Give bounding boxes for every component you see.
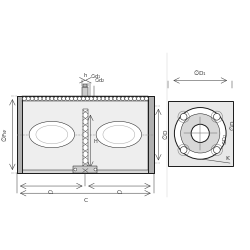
Circle shape (214, 114, 220, 120)
Circle shape (50, 97, 54, 100)
Circle shape (129, 97, 132, 100)
Text: $\emptyset$D$_2$: $\emptyset$D$_2$ (221, 133, 230, 145)
Ellipse shape (96, 122, 142, 148)
Text: C₁: C₁ (116, 190, 123, 194)
Circle shape (86, 97, 89, 100)
Circle shape (121, 97, 125, 100)
Text: $\emptyset$F$_W$: $\emptyset$F$_W$ (0, 127, 10, 142)
Circle shape (70, 97, 73, 100)
Text: h: h (84, 73, 87, 78)
Text: K: K (225, 156, 229, 161)
Circle shape (66, 97, 70, 100)
Circle shape (38, 97, 42, 100)
Circle shape (180, 114, 187, 120)
Circle shape (191, 124, 209, 142)
Circle shape (82, 97, 85, 100)
Text: C: C (83, 198, 87, 202)
Circle shape (180, 146, 187, 153)
Text: $\emptyset$d$_2$: $\emptyset$d$_2$ (94, 76, 106, 84)
Bar (83, 110, 88, 173)
Text: $\emptyset$D: $\emptyset$D (161, 129, 170, 140)
Circle shape (125, 97, 128, 100)
Ellipse shape (36, 125, 68, 144)
Circle shape (42, 97, 46, 100)
Circle shape (180, 114, 220, 153)
Text: H: H (93, 139, 97, 144)
Circle shape (74, 168, 77, 171)
Bar (22, 98, 148, 170)
Text: $\emptyset$D: $\emptyset$D (228, 120, 237, 131)
Bar (82, 87, 88, 96)
Circle shape (26, 97, 30, 100)
Circle shape (62, 97, 66, 100)
Bar (17, 96, 22, 173)
Circle shape (214, 146, 220, 153)
Text: $\emptyset$d$_1$: $\emptyset$d$_1$ (90, 72, 102, 82)
Circle shape (78, 97, 81, 100)
Circle shape (22, 97, 26, 100)
Circle shape (133, 97, 136, 100)
Circle shape (46, 97, 50, 100)
Circle shape (105, 97, 109, 100)
Circle shape (74, 97, 78, 100)
Circle shape (34, 97, 38, 100)
Circle shape (174, 108, 226, 159)
Circle shape (89, 97, 93, 100)
Circle shape (94, 168, 97, 171)
Circle shape (144, 97, 148, 100)
Circle shape (117, 97, 121, 100)
Circle shape (58, 97, 62, 100)
Circle shape (101, 97, 105, 100)
Circle shape (93, 97, 97, 100)
Circle shape (113, 97, 117, 100)
Ellipse shape (29, 122, 74, 148)
Circle shape (109, 97, 113, 100)
Ellipse shape (103, 125, 135, 144)
Bar (148, 96, 154, 173)
Circle shape (136, 97, 140, 100)
Circle shape (97, 97, 101, 100)
Text: C₁: C₁ (48, 190, 54, 194)
Bar (83, 84, 87, 87)
Bar (74, 166, 97, 173)
Bar (17, 96, 153, 173)
Circle shape (140, 97, 144, 100)
Circle shape (30, 97, 34, 100)
Circle shape (54, 97, 58, 100)
Text: $\emptyset$D$_1$: $\emptyset$D$_1$ (193, 68, 207, 78)
